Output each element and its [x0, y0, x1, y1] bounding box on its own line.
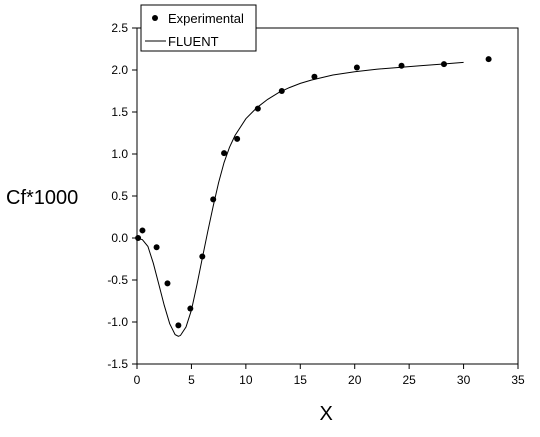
data-point-experimental [485, 56, 492, 63]
series [135, 56, 492, 337]
axes [136, 27, 519, 365]
legend-label-fluent: FLUENT [168, 34, 219, 49]
ticks: 0 5 10 15 20 25 30 35 -1.5 -1.0 -0.5 0.0 0.5 1.0 1.5 2.… [107, 21, 525, 387]
legend-label-experimental: Experimental [168, 11, 244, 26]
x-tick-label: 35 [511, 373, 525, 387]
data-point-experimental [234, 135, 241, 142]
data-point-experimental [139, 227, 146, 234]
y-tick-label: 0.0 [111, 231, 128, 245]
data-point-experimental [164, 280, 171, 287]
y-tick-label: -0.5 [107, 273, 128, 287]
legend-marker-experimental [152, 15, 158, 21]
data-point-experimental [221, 150, 228, 157]
x-tick-label: 30 [457, 373, 471, 387]
x-tick-label: 15 [294, 373, 308, 387]
y-tick-label: 1.5 [111, 105, 128, 119]
x-tick-label: 20 [348, 373, 362, 387]
x-tick-label: 10 [239, 373, 253, 387]
x-tick-label: 0 [134, 373, 141, 387]
y-tick-label: -1.5 [107, 357, 128, 371]
data-point-experimental [311, 73, 318, 80]
x-tick-label: 25 [402, 373, 416, 387]
legend-box [140, 4, 257, 52]
x-tick-label: 5 [188, 373, 195, 387]
data-point-experimental [175, 322, 182, 329]
data-point-experimental [353, 64, 360, 71]
x-axis-label: X [320, 403, 333, 425]
y-tick-label: 0.5 [111, 189, 128, 203]
series-line-fluent [136, 61, 464, 337]
y-tick-label: 2.5 [111, 21, 128, 35]
legend: Experimental FLUENT [140, 4, 257, 52]
y-tick-label: 2.0 [111, 63, 128, 77]
y-axis-label: Cf*1000 [6, 187, 78, 209]
y-tick-label: 1.0 [111, 147, 128, 161]
y-tick-label: -1.0 [107, 315, 128, 329]
plot-frame [136, 27, 519, 365]
data-point-experimental [153, 244, 160, 251]
data-point-experimental [254, 105, 261, 112]
